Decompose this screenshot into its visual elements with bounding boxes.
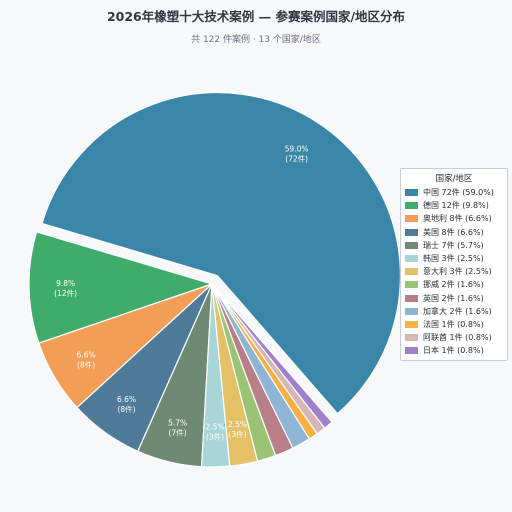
legend-entry: 韩国 3件 (2.5%): [405, 252, 503, 265]
legend-label: 奥地利 8件 (6.6%): [423, 214, 492, 224]
legend-entry: 法国 1件 (0.8%): [405, 318, 503, 331]
legend-swatch: [405, 241, 418, 249]
legend-swatch: [405, 307, 418, 315]
legend-label: 美国 8件 (6.6%): [423, 227, 484, 237]
legend-entry: 美国 8件 (6.6%): [405, 226, 503, 239]
pie-slice-12: [211, 283, 333, 429]
legend-swatch: [405, 320, 418, 328]
slice-label-5-0: 2.5%: [205, 422, 224, 431]
legend-label: 加拿大 2件 (1.6%): [423, 306, 492, 316]
legend-swatch: [405, 255, 418, 263]
legend-swatch: [405, 281, 418, 289]
legend-swatch: [405, 334, 418, 342]
legend-entry: 中国 72件 (59.0%): [405, 186, 503, 199]
legend-swatch: [405, 189, 418, 197]
slice-label-0-0: 59.0%: [285, 144, 309, 153]
legend-swatch: [405, 347, 418, 355]
legend-entry: 瑞士 7件 (5.7%): [405, 239, 503, 252]
slice-label-0-1: (72件): [285, 153, 308, 163]
slice-label-6-0: 2.5%: [228, 420, 247, 429]
slice-label-1-0: 9.8%: [56, 279, 75, 288]
legend-label: 意大利 3件 (2.5%): [423, 267, 492, 277]
legend-label: 日本 1件 (0.8%): [423, 346, 484, 356]
legend-label: 阿联酋 1件 (0.8%): [423, 333, 492, 343]
legend-swatch: [405, 294, 418, 302]
legend-swatch: [405, 215, 418, 223]
legend-label: 英国 2件 (1.6%): [423, 293, 484, 303]
legend-entry: 日本 1件 (0.8%): [405, 344, 503, 357]
slice-label-3-1: (8件): [117, 404, 135, 414]
legend-entry: 阿联酋 1件 (0.8%): [405, 331, 503, 344]
chart-subtitle: 共 122 件案例 · 13 个国家/地区: [191, 35, 321, 45]
slice-label-4-1: (7件): [169, 427, 187, 437]
slice-label-5-1: (3件): [206, 431, 224, 441]
legend-entry: 意大利 3件 (2.5%): [405, 265, 503, 278]
legend-swatch: [405, 202, 418, 210]
pie-slice-0: [41, 91, 402, 415]
slice-label-6-1: (3件): [228, 429, 246, 439]
chart-title: 2026年橡塑十大技术案例 — 参赛案例国家/地区分布: [106, 9, 406, 24]
slice-label-3-0: 6.6%: [117, 395, 136, 404]
legend-entries: 中国 72件 (59.0%) 德国 12件 (9.8%) 奥地利 8件 (6.6%)…: [405, 186, 503, 357]
chart-legend: 国家/地区 中国 72件 (59.0%) 德国 12件 (9.8%) 奥地利 8件 …: [400, 168, 508, 362]
slice-label-4-0: 5.7%: [168, 418, 187, 427]
legend-label: 德国 12件 (9.8%): [423, 201, 489, 211]
legend-label: 挪威 2件 (1.6%): [423, 280, 484, 290]
slice-label-2-0: 6.6%: [77, 351, 96, 360]
legend-entry: 德国 12件 (9.8%): [405, 199, 503, 212]
legend-title: 国家/地区: [435, 174, 473, 184]
legend-label: 法国 1件 (0.8%): [423, 319, 484, 329]
slice-label-1-1: (12件): [54, 288, 77, 298]
legend-swatch: [405, 268, 418, 276]
legend-entry: 英国 2件 (1.6%): [405, 292, 503, 305]
legend-label: 韩国 3件 (2.5%): [423, 254, 484, 264]
slice-label-2-1: (8件): [77, 360, 95, 370]
legend-swatch: [405, 228, 418, 236]
pie-slice-1: [28, 231, 214, 344]
legend-label: 瑞士 7件 (5.7%): [423, 240, 484, 250]
legend-entry: 加拿大 2件 (1.6%): [405, 305, 503, 318]
legend-entry: 挪威 2件 (1.6%): [405, 278, 503, 291]
legend-label: 中国 72件 (59.0%): [423, 188, 494, 198]
legend-entry: 奥地利 8件 (6.6%): [405, 212, 503, 225]
